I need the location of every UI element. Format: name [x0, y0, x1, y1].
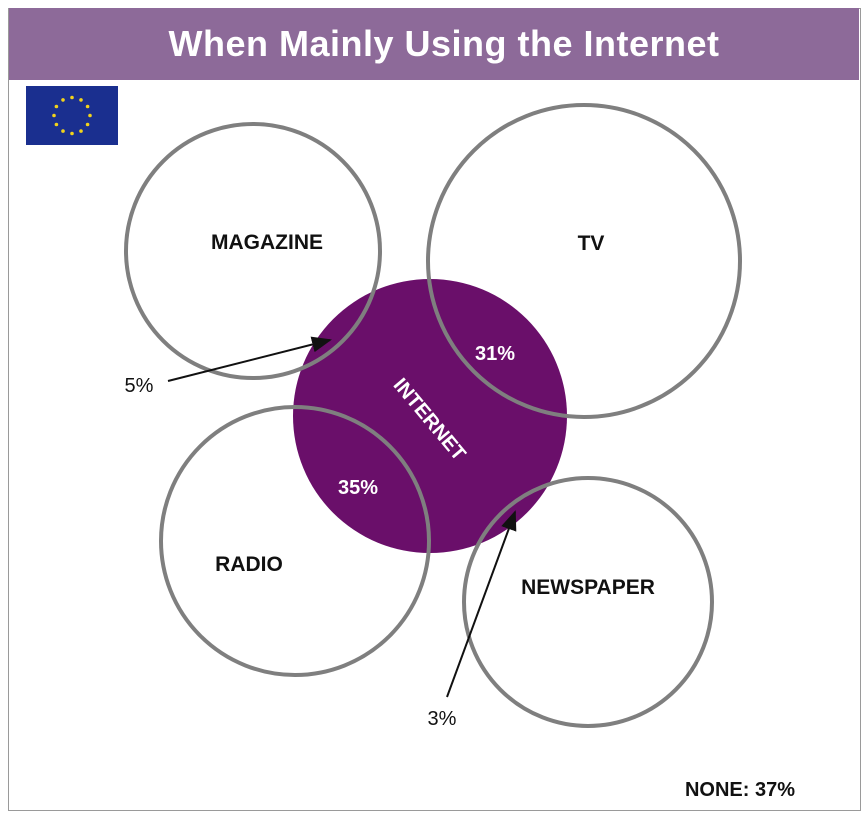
- magazine-overlap-value: 5%: [125, 375, 154, 397]
- magazine-circle: [124, 122, 382, 380]
- internet-circle: [293, 279, 567, 553]
- title-bar: When Mainly Using the Internet: [9, 8, 859, 80]
- newspaper-circle: [462, 476, 714, 728]
- newspaper-overlap-arrow: [446, 510, 517, 698]
- flag-star-icon: [54, 104, 59, 109]
- flag-star-icon: [85, 104, 90, 109]
- flag-star-icon: [70, 131, 74, 136]
- radio-label: RADIO: [215, 553, 283, 576]
- radio-overlap-value: 35%: [338, 477, 378, 499]
- tv-label: TV: [578, 232, 605, 255]
- flag-star-icon: [61, 98, 65, 102]
- newspaper-overlap-value: 3%: [428, 708, 457, 730]
- flag-star-icon: [52, 113, 56, 118]
- flag-star-icon: [61, 129, 65, 133]
- magazine-overlap-arrow: [167, 336, 332, 382]
- flag-star-icon: [85, 122, 90, 127]
- newspaper-label: NEWSPAPER: [521, 576, 655, 599]
- radio-circle: [159, 405, 431, 677]
- magazine-label: MAGAZINE: [211, 231, 323, 254]
- flag-star-icon: [54, 122, 59, 127]
- tv-overlap-value: 31%: [475, 343, 515, 365]
- flag-star-icon: [79, 129, 83, 133]
- eu-flag-icon: [26, 86, 118, 145]
- tv-circle: [426, 103, 742, 419]
- none-label: NONE: 37%: [685, 779, 795, 801]
- flag-star-icon: [79, 98, 83, 102]
- flag-star-icon: [70, 95, 74, 100]
- flag-star-icon: [88, 113, 92, 118]
- diagram-title: When Mainly Using the Internet: [168, 23, 720, 64]
